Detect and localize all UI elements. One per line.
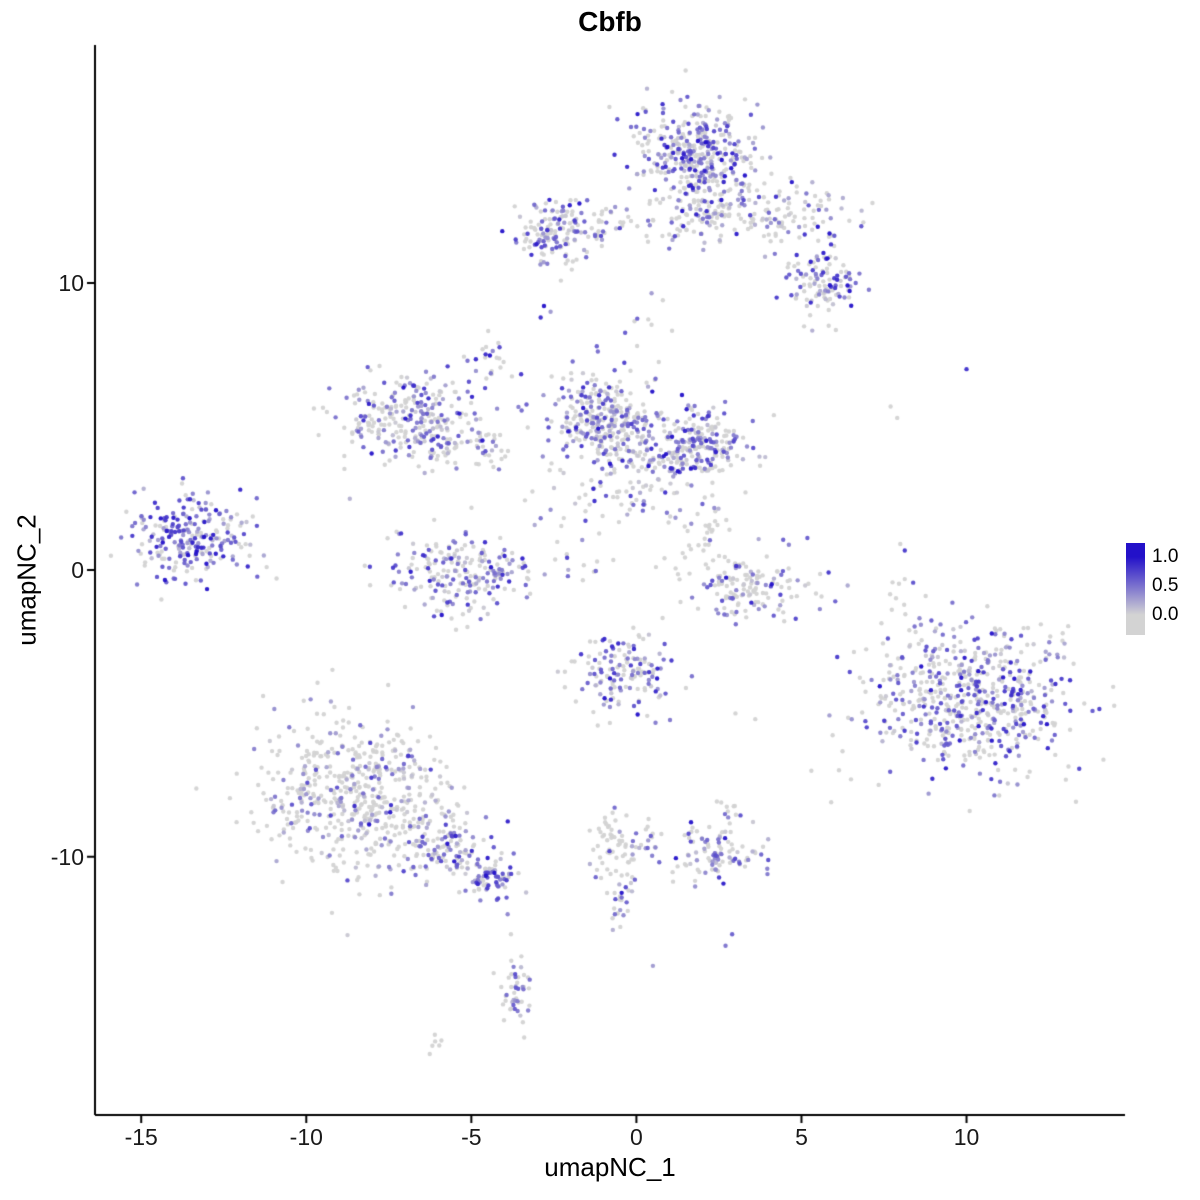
legend-tick-label: 1.0	[1152, 546, 1179, 567]
x-axis-tick-label: -15	[124, 1124, 158, 1150]
legend-tick-label: 0.5	[1152, 575, 1179, 596]
x-axis-tick-label: -5	[461, 1124, 482, 1150]
x-axis-title: umapNC_1	[544, 1152, 676, 1182]
legend-tick-label: 0.0	[1152, 604, 1179, 625]
plot-title: Cbfb	[578, 6, 642, 37]
x-axis-tick-label: 10	[953, 1124, 980, 1150]
y-axis-tick-label: 10	[58, 270, 84, 297]
x-axis-tick-label: 0	[630, 1124, 643, 1150]
y-axis-tick-label: -10	[50, 843, 84, 870]
x-axis-tick-label: -10	[289, 1124, 323, 1150]
legend: 1.0 0.5 0.0	[1126, 543, 1198, 639]
legend-colorbar	[1126, 543, 1145, 635]
x-axis-tick-label: 5	[795, 1124, 808, 1150]
y-axis-tick-label: 0	[71, 556, 84, 583]
